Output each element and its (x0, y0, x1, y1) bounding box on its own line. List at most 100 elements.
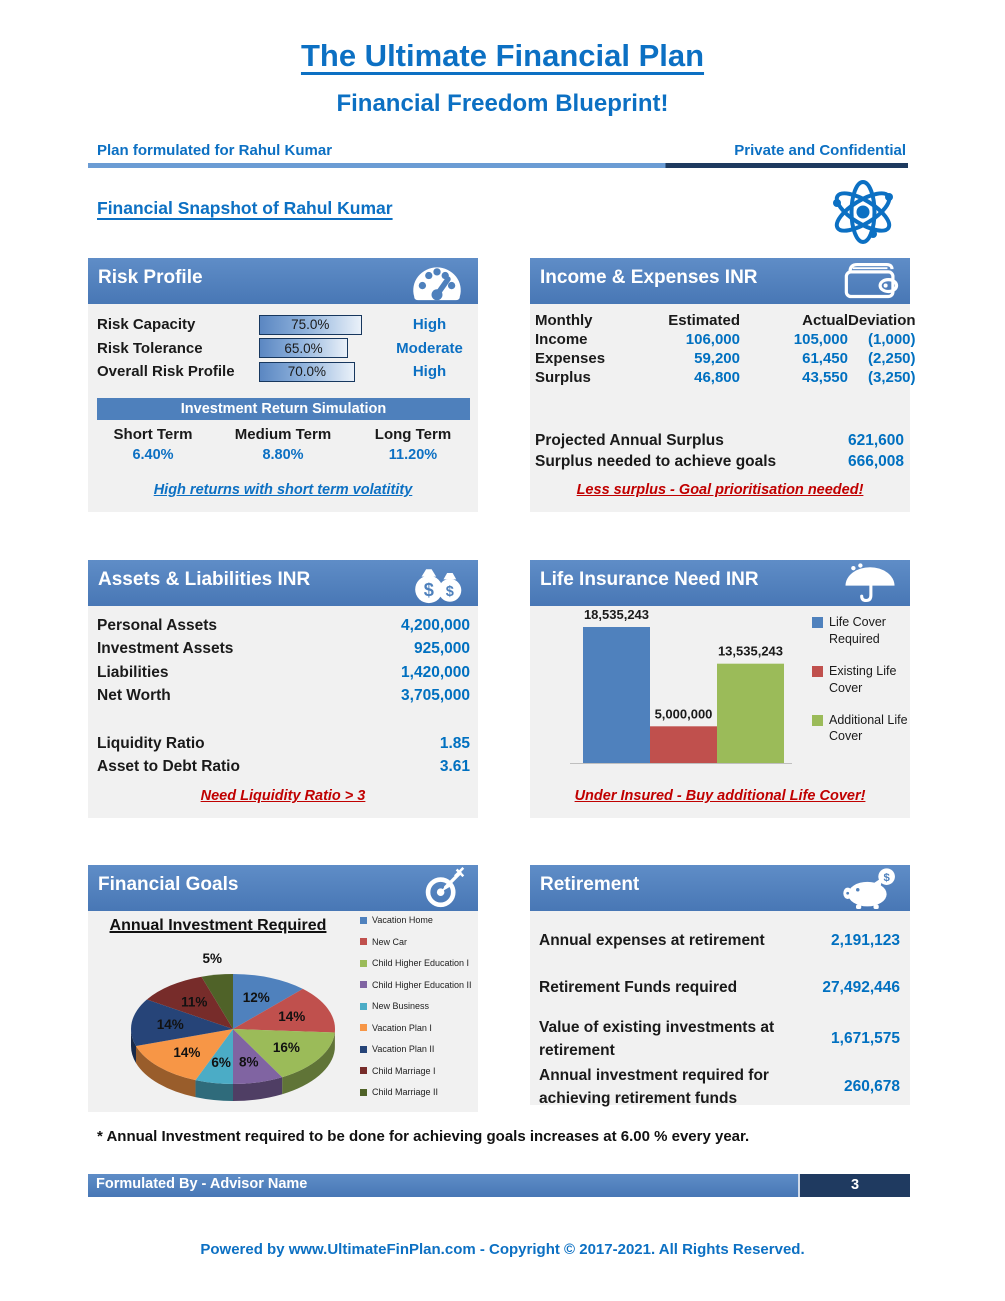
summary-row: Surplus needed to achieve goals 666,008 (530, 453, 910, 471)
retirement-value: 27,492,446 (822, 978, 900, 996)
cell-value: (2,250) (867, 350, 916, 367)
legend-label: New Business (372, 1001, 430, 1011)
asset-value: 925,000 (413, 640, 470, 658)
legend-label: Child Higher Education I (372, 958, 470, 968)
retirement-label: Value of existing investments at retirem… (539, 1018, 775, 1059)
legend-label: Vacation Plan I (372, 1022, 432, 1033)
risk-row-label: Risk Tolerance (97, 339, 203, 357)
risk-row: Risk Capacity 75.0% High (97, 313, 470, 337)
col-header: Estimated (668, 312, 740, 329)
risk-profile-title: Risk Profile (98, 267, 203, 288)
assets-liabilities-title: Assets & Liabilities INR (98, 569, 311, 590)
cell-value: (3,250) (867, 369, 916, 386)
legend-entry: Vacation Home (360, 915, 472, 925)
life-insurance-title: Life Insurance Need INR (540, 569, 759, 590)
svg-text:8%: 8% (239, 1055, 259, 1070)
asset-label: Investment Assets (97, 640, 234, 658)
col-header: Deviation (848, 312, 916, 329)
legend-label: Child Higher Education II (372, 979, 472, 990)
snapshot-heading: Financial Snapshot of Rahul Kumar (97, 198, 393, 218)
retirement-panel: Retirement $ Annual expenses at retireme… (530, 865, 910, 1107)
svg-text:6%: 6% (211, 1055, 231, 1070)
simulation-grid: Short Term 6.40% Medium Term 8.80% Long … (88, 426, 478, 463)
plan-for-text: Plan formulated for Rahul Kumar (97, 142, 333, 159)
risk-profile-header: Risk Profile (88, 258, 478, 304)
risk-rating: High (412, 363, 447, 381)
legend-entry: Child Higher Education II (360, 980, 472, 990)
risk-rating: High (412, 316, 447, 334)
summary-value: 621,600 (847, 432, 904, 449)
income-table: Monthly Estimated Actual Deviation Incom… (530, 304, 916, 386)
money-bags-icon: $ $ (415, 569, 462, 604)
legend-entry: Child Marriage I (360, 1066, 472, 1076)
svg-text:$: $ (446, 584, 454, 600)
risk-bar: 65.0% (259, 338, 349, 359)
legend-entry: Child Marriage II (360, 1087, 472, 1097)
sim-col-label: Long Term (374, 425, 452, 443)
svg-text:14%: 14% (278, 1009, 305, 1024)
asset-label: Personal Assets (97, 616, 218, 634)
sim-col-label: Medium Term (234, 425, 332, 443)
sim-col-value: 6.40% (132, 446, 174, 463)
legend-entry: Vacation Plan I (360, 1023, 472, 1033)
risk-bar-value: 65.0% (284, 340, 323, 356)
page-number: 3 (798, 1174, 910, 1197)
ratio-label: Liquidity Ratio (97, 734, 205, 752)
risk-profile-panel: Risk Profile Risk Capacity 75.0% High Ri… (88, 258, 478, 512)
retirement-value: 2,191,123 (831, 931, 900, 949)
legend-label: Vacation Home (372, 915, 433, 925)
retirement-title: Retirement (540, 874, 640, 895)
sim-col-value: 11.20% (388, 446, 438, 463)
svg-text:$: $ (883, 872, 890, 884)
income-expenses-header: Income & Expenses INR (530, 258, 910, 304)
ratio-value: 1.85 (439, 734, 470, 752)
sim-col-label: Short Term (113, 425, 193, 443)
assets-liabilities-header: Assets & Liabilities INR $ $ (88, 560, 478, 606)
financial-goals-header: Financial Goals (88, 865, 478, 911)
income-expenses-title: Income & Expenses INR (540, 267, 758, 288)
risk-row-label: Risk Capacity (97, 316, 196, 334)
wallet-icon (844, 262, 899, 299)
svg-text:16%: 16% (273, 1040, 300, 1055)
summary-label: Surplus needed to achieve goals (535, 453, 777, 470)
financial-goals-panel: Financial Goals Annual Investment Requir… (88, 865, 478, 1112)
retirement-label: Annual investment required for achieving… (539, 1067, 769, 1108)
legend-entry: New Business (360, 1001, 472, 1011)
svg-text:11%: 11% (181, 995, 207, 1010)
piggy-bank-icon: $ (843, 868, 895, 909)
svg-text:14%: 14% (157, 1017, 184, 1032)
legend-label: New Car (372, 936, 408, 947)
legend-entry: New Car (360, 937, 472, 947)
legend-entry: Life Cover Required (812, 614, 908, 648)
legend-label: Child Marriage II (372, 1087, 439, 1097)
legend-marker (360, 938, 367, 945)
goals-pie-chart: 12% 14% 16% 8% 6% 14% 14% 11% 5% (131, 951, 335, 1101)
summary-value: 666,008 (847, 453, 904, 470)
asset-label: Net Worth (97, 687, 171, 705)
retirement-value: 260,678 (843, 1078, 900, 1096)
asset-value: 1,420,000 (401, 663, 470, 681)
footnote: * Annual Investment required to be done … (97, 1128, 750, 1145)
confidential-text: Private and Confidential (734, 142, 906, 159)
risk-row: Risk Tolerance 65.0% Moderate (97, 337, 470, 361)
financial-goals-title: Financial Goals (98, 874, 239, 895)
risk-row: Overall Risk Profile 70.0% High (97, 360, 470, 384)
legend-marker (360, 916, 367, 924)
header-divider (88, 163, 908, 168)
simulation-subheader: Investment Return Simulation (97, 397, 470, 420)
assets-rows: Personal Assets 4,200,000 Investment Ass… (88, 606, 478, 779)
row-label: Expenses (535, 350, 606, 367)
powered-by-link[interactable]: Powered by www.UltimateFinPlan.com - Cop… (200, 1241, 805, 1258)
footer-bar: Formulated By - Advisor Name 3 (88, 1174, 910, 1197)
retirement-value: 1,671,575 (831, 1029, 900, 1047)
retirement-label: Annual expenses at retirement (539, 932, 765, 949)
atom-icon (833, 180, 893, 244)
svg-text:18,535,243: 18,535,243 (584, 607, 649, 622)
asset-value: 4,200,000 (401, 616, 470, 634)
risk-note: High returns with short term volatitity (153, 482, 413, 498)
legend-marker (360, 981, 367, 988)
legend-entry: Additional Life Cover (812, 712, 908, 746)
legend-entry: Existing Life Cover (812, 663, 908, 697)
legend-label: Child Marriage I (372, 1065, 436, 1076)
legend-marker (812, 665, 823, 677)
